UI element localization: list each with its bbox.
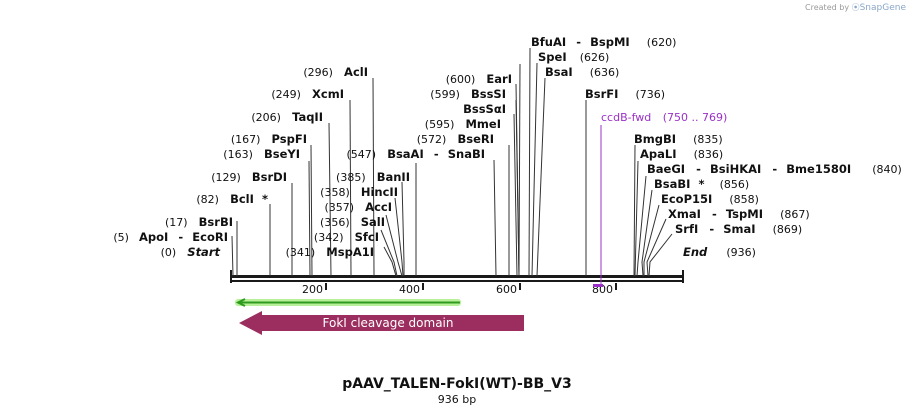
orf-arrow[interactable]	[235, 298, 461, 307]
stem-baegi	[636, 175, 647, 277]
stem-ecop15i	[643, 204, 660, 276]
map-title: pAAV_TALEN-FokI(WT)-BB_V3	[342, 376, 572, 392]
stem-apoi	[231, 235, 234, 277]
stem-spei	[531, 62, 538, 277]
enzyme-bsrfi[interactable]: BsrFI (736)	[585, 83, 665, 102]
enzyme-acci[interactable]: (357) AccI	[324, 196, 392, 215]
primer-bar	[593, 284, 603, 287]
stem-eari	[518, 63, 521, 277]
stem-bsssi	[515, 83, 520, 277]
stem-mspa1i	[383, 246, 397, 277]
enzyme-bsabi[interactable]: BsaBI * (856)	[654, 173, 749, 192]
end-name: End	[683, 245, 708, 259]
credit-prefix: Created by	[805, 3, 850, 12]
snapgene-credit: Created by ⦿SnapGene	[805, 2, 906, 13]
enzyme-spei[interactable]: SpeI (626)	[538, 46, 609, 65]
stem-bseyi	[308, 160, 311, 277]
stem-bfuai	[528, 47, 531, 277]
enzyme-taqii[interactable]: (206) TaqII	[251, 106, 323, 125]
enzyme-banii[interactable]: (385) BanII	[336, 166, 410, 185]
svg-text:ccdB-fwd (750 .. 769): ccdB-fwd (750 .. 769)	[601, 111, 727, 124]
enzyme-bfuai[interactable]: BfuAI - BspMI (620)	[531, 31, 676, 50]
enzyme-apoi[interactable]: (5) ApoI - EcoRI	[113, 226, 228, 245]
enzyme-bseyi[interactable]: (163) BseYI	[223, 143, 300, 162]
enzyme-sfci[interactable]: (342) SfcI	[314, 226, 379, 245]
enzyme-pspfi[interactable]: (167) PspFI	[231, 128, 307, 147]
primer-name: ccdB-fwd	[601, 111, 651, 124]
enzyme-apali[interactable]: ApaLI (836)	[640, 143, 723, 162]
stem-acci	[394, 197, 404, 277]
stem-taqii	[328, 122, 332, 277]
stem-bmgbi	[633, 144, 636, 277]
credit-brand: SnapGene	[859, 3, 906, 13]
enzyme-bsaai[interactable]: (547) BsaAI - SnaBI	[347, 143, 486, 162]
enzyme-bsrdi[interactable]: (129) BsrDI	[211, 166, 287, 185]
stem-sfci	[380, 229, 398, 277]
enzyme-sali[interactable]: (356) SalI	[320, 211, 385, 230]
enzyme-ecop15i[interactable]: EcoP15I (858)	[661, 188, 759, 207]
stem-bsaai	[493, 159, 497, 277]
tick-label-600: 600	[496, 283, 517, 296]
enzyme-bcli[interactable]: (82) BclI *	[196, 188, 268, 207]
stem-sali	[385, 214, 403, 277]
stem-bsabi	[641, 189, 653, 277]
enzyme-mspa1i[interactable]: (341) MspA1I	[286, 241, 374, 260]
axis-ticks: 200 400 600 800	[302, 283, 617, 296]
stem-pspfi	[310, 144, 313, 277]
start-pos: (0)	[161, 246, 177, 259]
enzyme-bsrbi[interactable]: (17) BsrBI	[165, 211, 233, 230]
primer-range: (750 .. 769)	[663, 111, 728, 124]
enzyme-bmgbi[interactable]: BmgBI (835)	[634, 128, 723, 147]
enzyme-acli[interactable]: (296) AclI	[303, 61, 368, 80]
stem-xmai	[646, 218, 667, 277]
stem-mmei	[513, 113, 518, 277]
tick-label-200: 200	[302, 283, 323, 296]
primer-ccdb-fwd[interactable]: ccdB-fwd (750 .. 769)	[593, 111, 727, 287]
enzyme-mmei[interactable]: (595) MmeI	[425, 113, 501, 132]
enzyme-hincii[interactable]: (358) HincII	[320, 181, 398, 200]
start-name: Start	[187, 245, 220, 259]
tick-label-400: 400	[399, 283, 420, 296]
enzyme-xmai[interactable]: XmaI - TspMI (867)	[668, 203, 810, 222]
enzyme-srfi[interactable]: SrfI - SmaI (869)	[675, 218, 802, 237]
sequence-length: 936 bp	[437, 393, 477, 406]
enzyme-xcmi[interactable]: (249) XcmI	[271, 83, 344, 102]
enzyme-bsssai[interactable]: BssSαI	[463, 102, 506, 116]
enzyme-bsssi[interactable]: (599) BssSI	[430, 83, 506, 102]
end-label: End (936)	[683, 241, 756, 260]
feature-foki-cleavage-domain[interactable]: FokI cleavage domain	[239, 311, 524, 335]
stem-srfi	[648, 233, 673, 277]
stem-hincii	[401, 181, 405, 276]
feature-label: FokI cleavage domain	[323, 316, 454, 330]
start-label: (0) Start	[161, 241, 221, 260]
stem-acli	[372, 77, 375, 277]
stem-apali	[634, 160, 639, 277]
stem-bsai	[536, 77, 546, 277]
enzyme-stems	[231, 47, 673, 277]
snapgene-logo-icon: ⦿	[851, 3, 860, 12]
stem-xcmi	[349, 99, 352, 277]
enzyme-eari[interactable]: (600) EarI	[446, 68, 512, 87]
end-pos: (936)	[726, 246, 756, 259]
enzyme-baegi[interactable]: BaeGI - BsiHKAI - Bme1580I (840)	[647, 158, 902, 177]
enzyme-bsai[interactable]: BsaI (636)	[545, 61, 619, 80]
enzyme-bseri[interactable]: (572) BseRI	[417, 128, 494, 147]
